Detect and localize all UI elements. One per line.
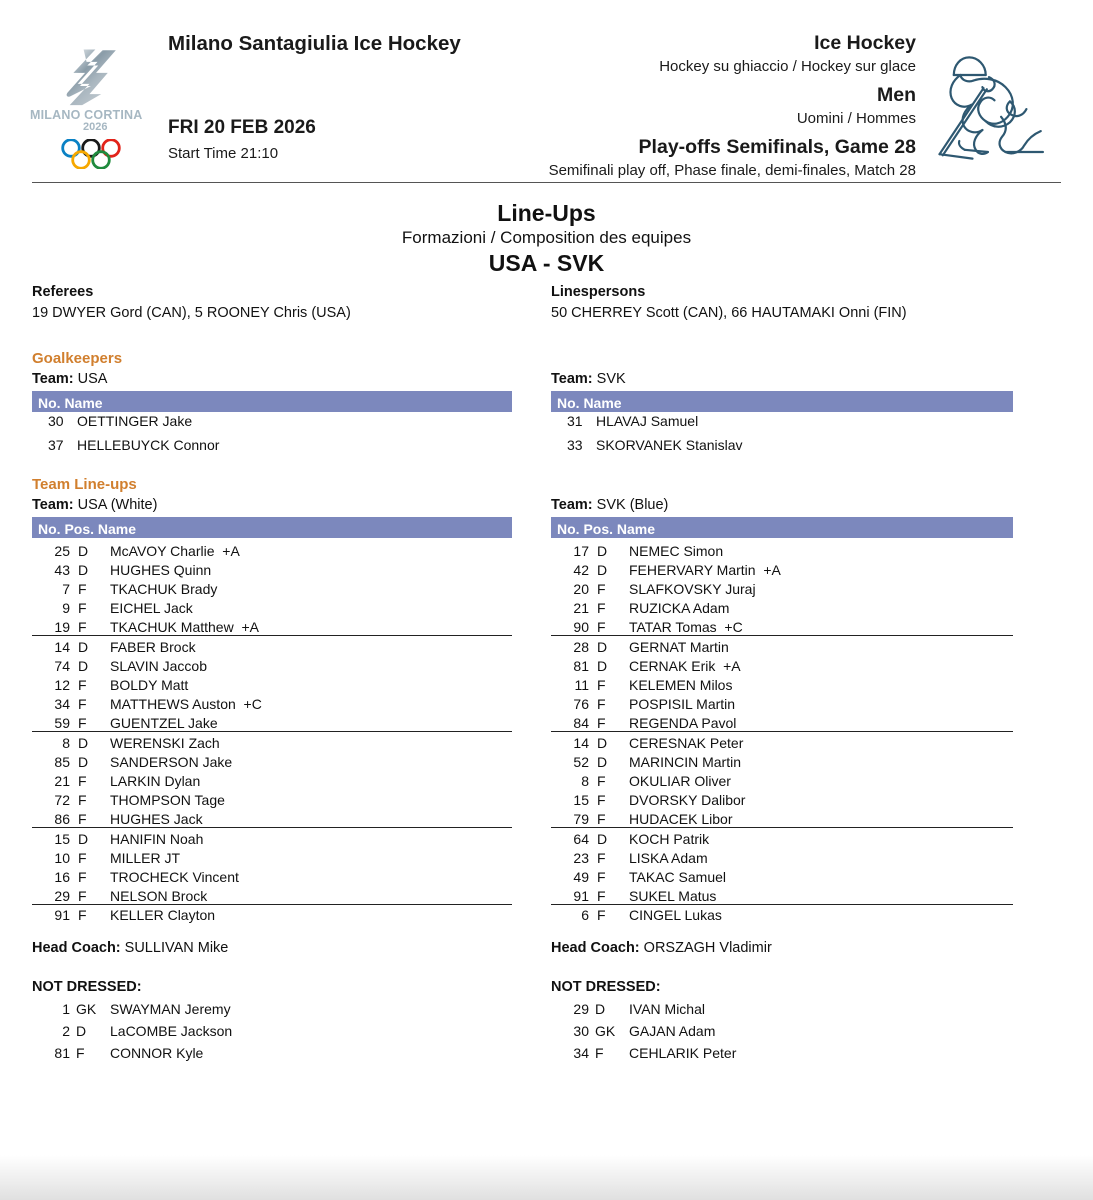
svg-text:MILANO CORTINA: MILANO CORTINA <box>30 108 143 122</box>
